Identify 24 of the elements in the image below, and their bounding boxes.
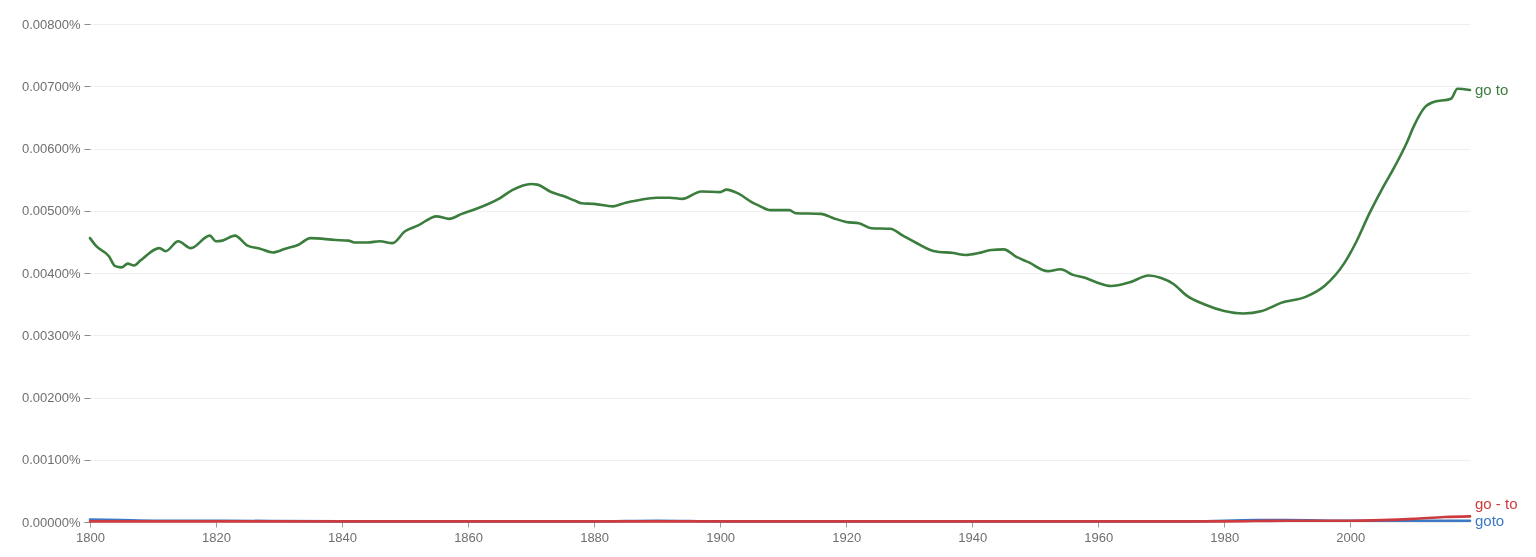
x-tick-label: 1960 [1084,529,1114,545]
line-series [88,87,1472,315]
x-tick-label: 1840 [328,529,358,545]
y-tick-label: 0.00800% [21,16,81,32]
x-tick-label: 1800 [76,529,105,545]
x-tick-label: 1860 [454,529,484,545]
y-tick-label: 0.00500% [21,203,81,219]
series-label: go - to [1475,494,1518,512]
y-tick-label: 0.00200% [21,390,81,405]
y-tick-label: 0.00700% [21,78,81,94]
x-tick-label: 1900 [706,529,736,545]
y-tick-label: 0.00600% [21,141,81,156]
y-tick-label: 0.00300% [21,327,81,343]
x-tick-label: 2000 [1336,529,1366,545]
y-tick-label: 0.00000% [21,514,81,530]
x-tick-label: 1880 [580,529,610,545]
y-tick-label: 0.00100% [21,452,81,468]
y-tick-label: 0.00400% [21,265,81,281]
series-label: go to [1475,80,1509,98]
series-label: goto [1475,511,1505,529]
x-tick-label: 1940 [958,529,988,545]
x-tick-label: 1980 [1210,529,1240,545]
x-tick-label: 1920 [832,529,862,545]
x-tick-label: 1820 [202,529,231,545]
